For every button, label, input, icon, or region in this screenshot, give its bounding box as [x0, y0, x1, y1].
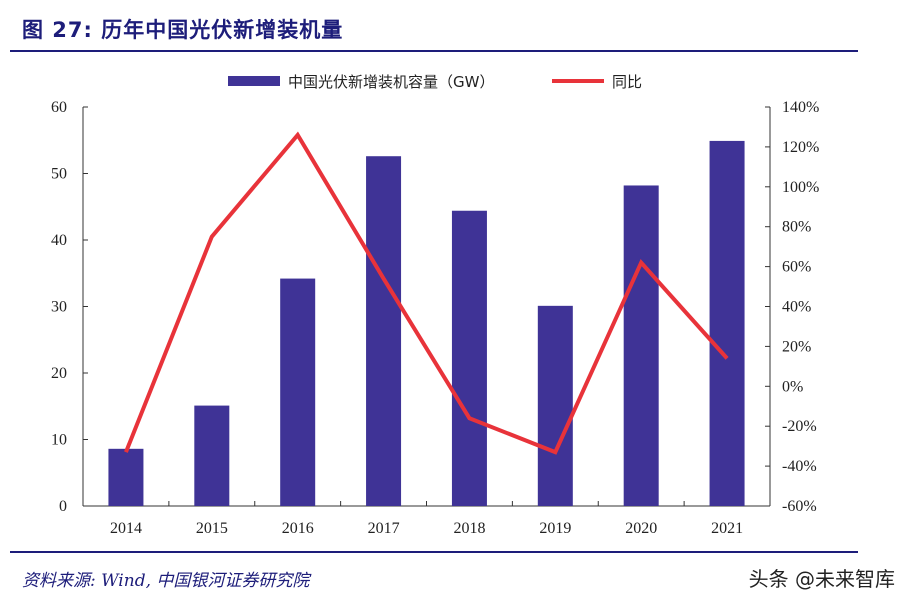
bar [366, 156, 402, 506]
x-tick-label: 2020 [625, 520, 657, 537]
y-left-tick-label: 20 [51, 365, 67, 382]
source-note: 资料来源: Wind, 中国银河证券研究院 [22, 571, 310, 591]
bar [108, 448, 144, 506]
y-right-tick-label: 120% [782, 139, 819, 156]
bar [623, 185, 659, 506]
legend-line-label: 同比 [612, 73, 642, 91]
line-series [124, 131, 729, 455]
figure-title: 图 27: 历年中国光伏新增装机量 [22, 18, 344, 42]
bar [537, 305, 573, 506]
y-right-tick-label: 40% [782, 299, 811, 316]
y-left-tick-label: 40 [51, 232, 67, 249]
x-tick-label: 2021 [711, 520, 743, 537]
bar [194, 405, 230, 506]
x-tick-label: 2016 [282, 520, 314, 537]
legend: 中国光伏新增装机容量（GW） 同比 [228, 73, 642, 91]
yoy-line [124, 131, 729, 455]
y-right-tick-label: 100% [782, 179, 819, 196]
bar-series [108, 140, 745, 507]
x-tick-label: 2015 [196, 520, 228, 537]
y-left-tick-label: 0 [59, 498, 67, 515]
x-tick-label: 2017 [368, 520, 400, 537]
y-right-tick-label: 80% [782, 219, 811, 236]
y-right-tick-label: 0% [782, 378, 803, 395]
y-right-tick-label: -40% [782, 458, 817, 475]
title-rule [10, 50, 858, 52]
y-left-tick-label: 30 [51, 299, 67, 316]
bar [451, 210, 487, 507]
x-tick-label: 2019 [539, 520, 571, 537]
bar [709, 140, 745, 507]
footer-rule [10, 551, 858, 553]
y-right-tick-label: 140% [782, 99, 819, 116]
x-tick-label: 2018 [453, 520, 485, 537]
legend-bar-label: 中国光伏新增装机容量（GW） [288, 73, 494, 91]
y-right-tick-label: -60% [782, 498, 817, 515]
y-right-tick-label: -20% [782, 418, 817, 435]
y-left-tick-label: 50 [51, 166, 67, 183]
y-left-tick-label: 60 [51, 99, 67, 116]
watermark: 头条 @未来智库 [748, 567, 895, 591]
x-tick-label: 2014 [110, 520, 142, 537]
legend-bar-swatch [228, 76, 280, 86]
y-right-tick-label: 60% [782, 259, 811, 276]
y-left-tick-label: 10 [51, 432, 67, 449]
y-right-tick-label: 20% [782, 338, 811, 355]
axes: 0 10 20 30 40 50 60 -60% -40% -20% 0% 20% 40% 60% 80% 1… [51, 99, 819, 537]
bar [280, 278, 316, 506]
